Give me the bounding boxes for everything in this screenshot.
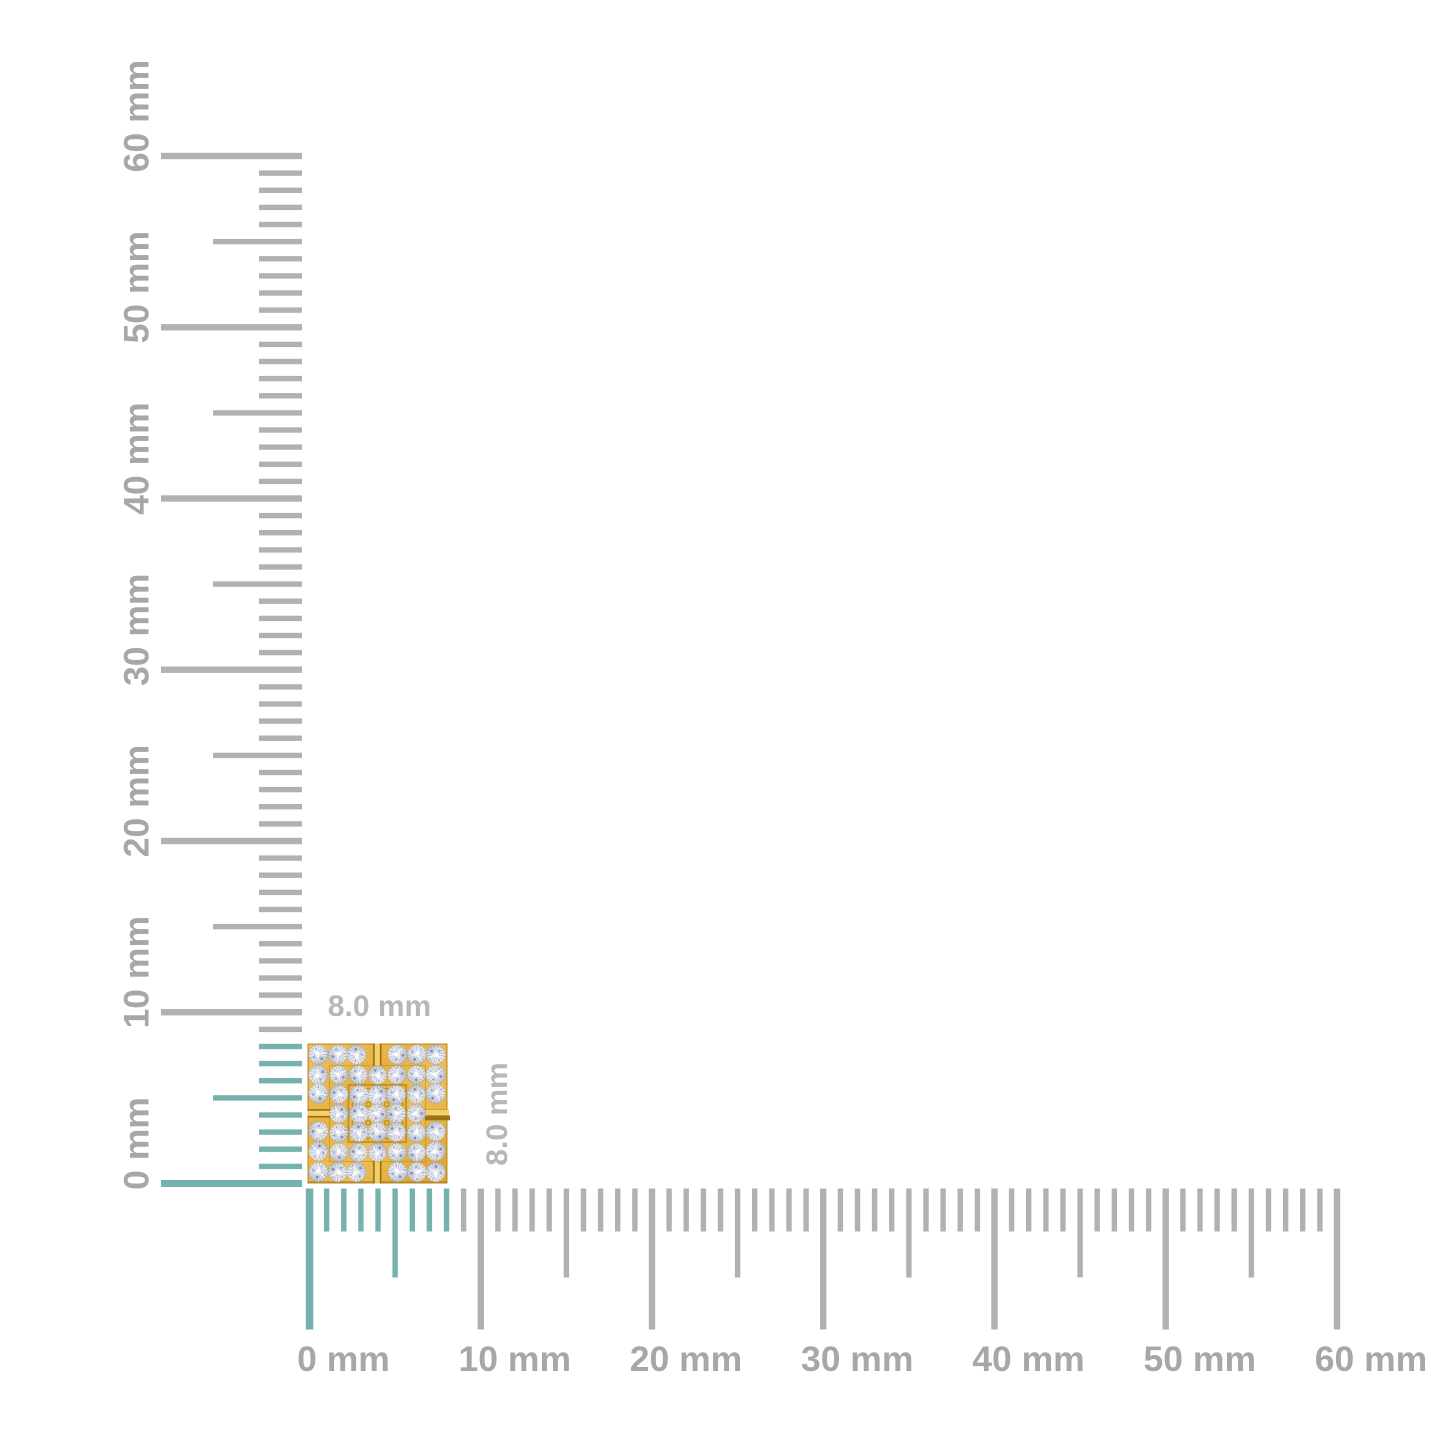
svg-text:60 mm: 60 mm	[1315, 1339, 1427, 1379]
svg-text:0 mm: 0 mm	[297, 1339, 390, 1379]
svg-text:8.0 mm: 8.0 mm	[328, 990, 431, 1023]
svg-text:50 mm: 50 mm	[117, 231, 157, 343]
svg-text:8.0 mm: 8.0 mm	[481, 1062, 514, 1165]
svg-text:0 mm: 0 mm	[117, 1097, 157, 1190]
svg-text:10 mm: 10 mm	[117, 916, 157, 1028]
svg-text:20 mm: 20 mm	[630, 1339, 742, 1379]
svg-text:40 mm: 40 mm	[972, 1339, 1084, 1379]
svg-text:50 mm: 50 mm	[1144, 1339, 1256, 1379]
svg-text:10 mm: 10 mm	[459, 1339, 571, 1379]
svg-text:60 mm: 60 mm	[117, 60, 157, 172]
svg-text:40 mm: 40 mm	[117, 402, 157, 514]
svg-text:30 mm: 30 mm	[801, 1339, 913, 1379]
svg-text:30 mm: 30 mm	[117, 574, 157, 686]
svg-text:20 mm: 20 mm	[117, 745, 157, 857]
